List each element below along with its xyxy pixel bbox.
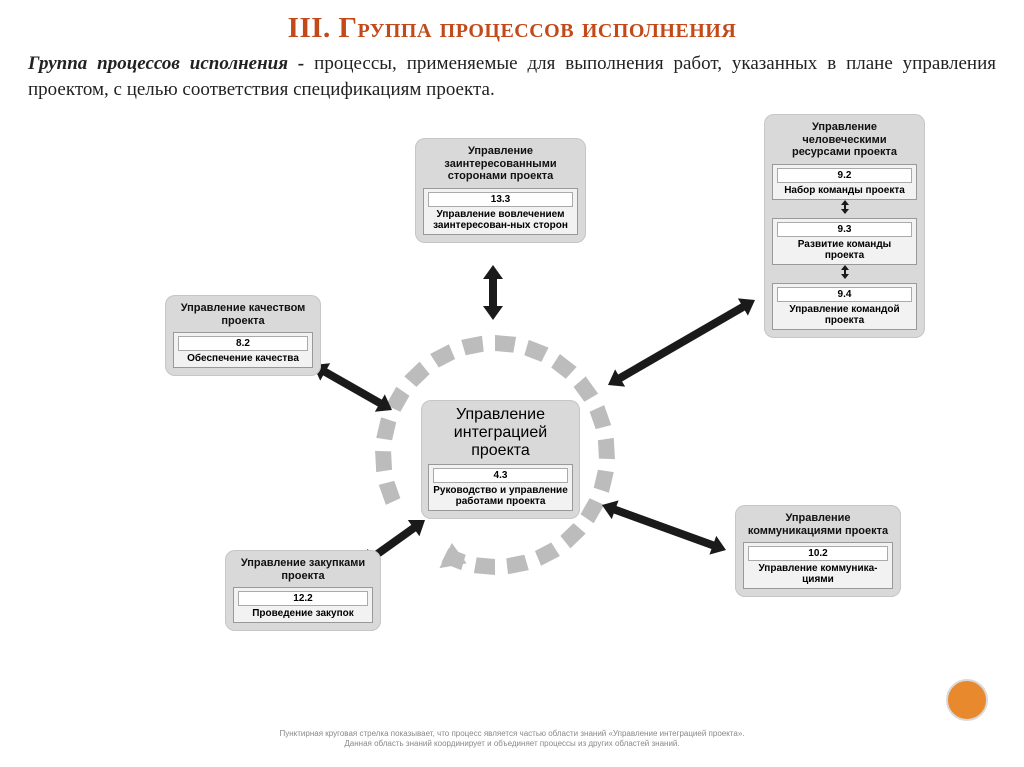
ring-dash-icon bbox=[598, 438, 615, 459]
process-label: Проведение закупок bbox=[238, 608, 368, 619]
center-title: Управление интеграцией проекта bbox=[428, 406, 573, 460]
ring-dash-icon bbox=[581, 498, 605, 523]
ring-dash-icon bbox=[386, 387, 410, 412]
box-title: Управление коммуникациями проекта bbox=[743, 512, 893, 537]
diagram: Управление заинтересованными сторонами п… bbox=[0, 120, 1024, 737]
page-title: III. Группа процессов исполнения bbox=[0, 0, 1024, 51]
ring-dash-icon bbox=[461, 336, 484, 356]
box-title: Управление человеческими ресурсами проек… bbox=[772, 121, 917, 159]
process-code: 10.2 bbox=[748, 546, 888, 561]
process-box: 4.3 Руководство и управление работами про… bbox=[428, 464, 573, 511]
description: Группа процессов исполнения - процессы, … bbox=[0, 51, 1024, 102]
accent-circle-icon bbox=[946, 679, 988, 721]
box-procurement: Управление закупками проекта 12.2 Проведен… bbox=[225, 550, 381, 631]
box-stakeholders: Управление заинтересованными сторонами п… bbox=[415, 138, 586, 243]
process-code: 9.4 bbox=[777, 287, 912, 302]
process-code: 4.3 bbox=[433, 468, 568, 483]
process-label: Управление коммуника-циями bbox=[748, 563, 888, 585]
ring-dash-icon bbox=[574, 376, 599, 401]
process-box: 9.2 Набор команды проекта bbox=[772, 164, 917, 200]
process-code: 9.3 bbox=[777, 222, 912, 237]
footnote: Пунктирная круговая стрелка показывает, … bbox=[0, 729, 1024, 749]
ring-dash-icon bbox=[376, 417, 396, 440]
process-label: Управление вовлечением заинтересован-ных… bbox=[428, 209, 573, 231]
ring-dash-icon bbox=[594, 470, 614, 493]
process-label: Развитие команды проекта bbox=[777, 239, 912, 261]
ring-dash-icon bbox=[375, 451, 392, 472]
double-arrow-icon bbox=[772, 200, 917, 214]
connector-arrow-icon bbox=[483, 265, 503, 320]
process-label: Обеспечение качества bbox=[178, 353, 308, 364]
ring-dash-icon bbox=[590, 405, 612, 429]
ring-dash-icon bbox=[404, 362, 429, 387]
ring-dash-icon bbox=[560, 523, 585, 548]
process-label: Набор команды проекта bbox=[777, 185, 912, 196]
process-code: 9.2 bbox=[777, 168, 912, 183]
process-code: 12.2 bbox=[238, 591, 368, 606]
ring-dash-icon bbox=[524, 340, 548, 362]
box-comm: Управление коммуникациями проекта 10.2 Упр… bbox=[735, 505, 901, 597]
box-title: Управление качеством проекта bbox=[173, 302, 313, 327]
process-box: 10.2 Управление коммуника-циями bbox=[743, 542, 893, 589]
process-box: 13.3 Управление вовлечением заинтересован… bbox=[423, 188, 578, 235]
box-hr: Управление человеческими ресурсами проек… bbox=[764, 114, 925, 338]
ring-dash-icon bbox=[506, 555, 529, 575]
process-label: Управление командой проекта bbox=[777, 304, 912, 326]
center-box: Управление интеграцией проекта 4.3 Руковод… bbox=[421, 400, 580, 519]
ring-dash-icon bbox=[535, 542, 560, 565]
footnote-1: Пунктирная круговая стрелка показывает, … bbox=[279, 729, 744, 738]
box-title: Управление заинтересованными сторонами п… bbox=[423, 145, 578, 183]
ring-dash-icon bbox=[474, 557, 495, 575]
footnote-2: Данная область знаний координирует и объ… bbox=[344, 739, 679, 748]
process-label: Руководство и управление работами проект… bbox=[433, 485, 568, 507]
process-box: 12.2 Проведение закупок bbox=[233, 587, 373, 623]
connector-arrow-icon bbox=[602, 500, 726, 554]
process-code: 8.2 bbox=[178, 336, 308, 351]
double-arrow-icon bbox=[772, 265, 917, 279]
process-box: 9.4 Управление командой проекта bbox=[772, 283, 917, 330]
ring-dash-icon bbox=[379, 481, 401, 505]
ring-dash-icon bbox=[430, 344, 455, 367]
ring-dash-icon bbox=[495, 335, 516, 353]
description-lead: Группа процессов исполнения - bbox=[28, 53, 314, 74]
connector-arrow-icon bbox=[608, 298, 755, 386]
process-box: 8.2 Обеспечение качества bbox=[173, 332, 313, 368]
box-title: Управление закупками проекта bbox=[233, 557, 373, 582]
process-code: 13.3 bbox=[428, 192, 573, 207]
ring-dash-icon bbox=[551, 354, 576, 379]
process-box: 9.3 Развитие команды проекта bbox=[772, 218, 917, 265]
box-quality: Управление качеством проекта 8.2 Обеспечен… bbox=[165, 295, 321, 376]
